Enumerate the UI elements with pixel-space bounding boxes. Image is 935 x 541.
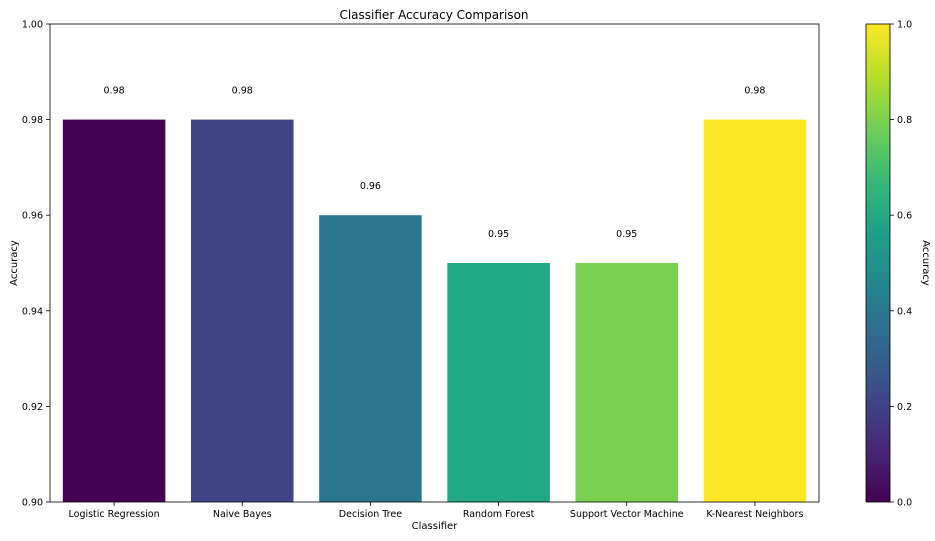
colorbar-tick-label: 1.0 xyxy=(897,20,912,31)
x-tick-label: Decision Tree xyxy=(339,509,402,520)
y-tick-label: 0.92 xyxy=(22,402,43,413)
x-tick-label: Naive Bayes xyxy=(213,509,272,520)
colorbar-tick-label: 0.0 xyxy=(897,498,912,509)
y-axis-label: Accuracy xyxy=(9,240,20,286)
y-axis-ticks: 0.90 0.92 0.94 0.96 0.98 1.00 xyxy=(22,20,50,509)
y-tick-label: 1.00 xyxy=(22,20,43,31)
bars xyxy=(62,119,807,502)
chart-title: Classifier Accuracy Comparison xyxy=(339,8,528,22)
x-axis-ticks: Logistic Regression Naive Bayes Decision T… xyxy=(69,502,803,520)
colorbar-label: Accuracy xyxy=(920,240,931,286)
data-label: 0.98 xyxy=(744,86,765,97)
bar xyxy=(319,215,422,502)
bar xyxy=(447,263,550,502)
colorbar-tick-label: 0.4 xyxy=(897,306,912,317)
bar xyxy=(190,119,294,502)
y-tick-label: 0.96 xyxy=(22,211,43,222)
data-label: 0.95 xyxy=(488,229,509,240)
bar xyxy=(703,119,807,502)
data-label: 0.98 xyxy=(104,86,125,97)
bar xyxy=(62,119,166,502)
y-tick-label: 0.90 xyxy=(22,498,43,509)
x-tick-label: K-Nearest Neighbors xyxy=(706,509,803,520)
x-axis-label: Classifier xyxy=(412,521,459,532)
colorbar-tick-label: 0.8 xyxy=(897,115,912,126)
x-tick-label: Logistic Regression xyxy=(69,509,160,520)
colorbar-tick-label: 0.6 xyxy=(897,211,912,222)
x-tick-label: Random Forest xyxy=(463,509,535,520)
data-label: 0.98 xyxy=(232,86,253,97)
data-label: 0.95 xyxy=(616,229,637,240)
colorbar-tick-label: 0.2 xyxy=(897,402,912,413)
colorbar xyxy=(865,23,891,503)
y-tick-label: 0.98 xyxy=(22,115,43,126)
x-tick-label: Support Vector Machine xyxy=(570,509,684,520)
y-tick-label: 0.94 xyxy=(22,306,43,317)
colorbar-ticks: 0.0 0.2 0.4 0.6 0.8 1.0 xyxy=(890,20,912,509)
plot-area-frame xyxy=(49,23,820,503)
data-label: 0.96 xyxy=(360,181,381,192)
data-labels: 0.98 0.98 0.96 0.95 0.95 0.98 xyxy=(104,86,766,240)
bar xyxy=(575,263,679,502)
